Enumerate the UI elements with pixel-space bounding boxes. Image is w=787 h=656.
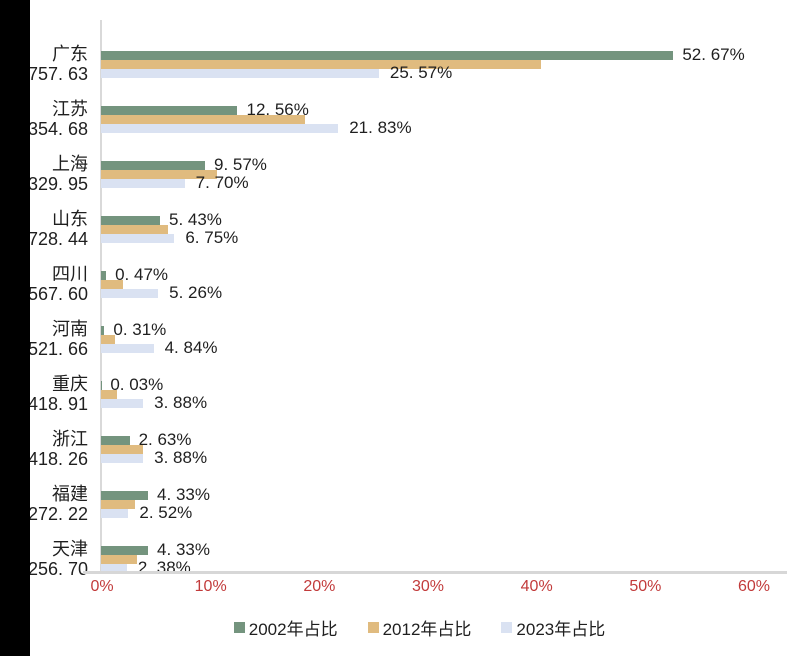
category-name: 江苏 <box>52 99 88 119</box>
bar-2012 <box>101 500 135 509</box>
category-name: 广东 <box>52 44 88 64</box>
legend-label: 2002年占比 <box>248 620 338 639</box>
bar-2002 <box>101 216 160 225</box>
bar-2023 <box>101 179 185 188</box>
left-black-strip <box>0 0 30 656</box>
category-label: 上海 329. 95 <box>0 154 88 194</box>
category-value: 567. 60 <box>27 284 88 304</box>
x-axis-tick: 0% <box>90 578 114 595</box>
category-value: 521. 66 <box>27 339 88 359</box>
bar-2012 <box>101 390 118 399</box>
category-label: 福建 272. 22 <box>0 484 88 524</box>
category-label: 广东 757. 63 <box>0 44 88 84</box>
x-axis-tick: 30% <box>411 578 445 595</box>
x-axis-tick: 50% <box>629 578 662 595</box>
category-value: 272. 22 <box>27 504 88 524</box>
category-label: 浙江 418. 26 <box>0 429 88 469</box>
bar-2002 <box>101 436 130 445</box>
value-label-2023: 7. 70% <box>195 173 249 192</box>
legend-item: 2002年占比 <box>233 615 338 640</box>
bar-2023 <box>101 454 144 463</box>
category-value: 418. 26 <box>27 449 88 469</box>
x-axis-tick: 40% <box>520 578 553 595</box>
value-label-2023: 6. 75% <box>185 228 239 247</box>
legend-item: 2012年占比 <box>367 615 472 640</box>
value-label-2002: 9. 57% <box>213 155 267 174</box>
bar-2012 <box>101 115 306 124</box>
category-value: 329. 95 <box>27 174 88 194</box>
bar-2002 <box>101 546 149 555</box>
bar-2023 <box>101 509 129 518</box>
bar-2012 <box>101 280 123 289</box>
legend-item: 2023年占比 <box>501 615 605 640</box>
legend-label: 2023年占比 <box>516 620 606 639</box>
bar-2002 <box>101 106 238 115</box>
x-axis-tick: 10% <box>194 578 227 595</box>
value-label-2023: 3. 88% <box>154 393 208 412</box>
category-label: 江苏 354. 68 <box>0 99 88 139</box>
bar-2023 <box>101 234 175 243</box>
legend-swatch <box>367 622 379 633</box>
bar-2012 <box>101 60 542 69</box>
category-value: 418. 91 <box>27 394 88 414</box>
value-label-2002: 4. 33% <box>157 485 210 504</box>
category-value: 354. 68 <box>27 119 88 139</box>
category-label: 四川 567. 60 <box>0 264 88 304</box>
category-label: 山东 728. 44 <box>0 209 88 249</box>
bar-2002 <box>101 161 205 170</box>
value-label-2023: 25. 57% <box>389 63 453 82</box>
value-label-2023: 4. 84% <box>164 338 218 357</box>
legend-label: 2012年占比 <box>382 620 472 639</box>
legend: 2002年占比 2012年占比 2023年占比 <box>0 615 787 640</box>
category-name: 上海 <box>52 154 88 174</box>
category-label: 重庆 418. 91 <box>0 374 88 414</box>
category-value: 728. 44 <box>27 229 88 249</box>
bar-2023 <box>101 564 127 573</box>
value-label-2023: 5. 26% <box>169 283 223 302</box>
value-label-2023: 2. 38% <box>137 558 191 577</box>
value-label-2023: 21. 83% <box>349 118 412 137</box>
category-name: 山东 <box>52 209 88 229</box>
category-value: 757. 63 <box>27 64 88 84</box>
x-axis-tick: 60% <box>737 578 771 595</box>
value-label-2002: 0. 03% <box>110 375 164 394</box>
value-label-2002: 4. 33% <box>157 540 210 559</box>
category-label: 天津 256. 70 <box>0 539 88 579</box>
value-label-2002: 52. 67% <box>682 45 745 64</box>
bar-2002 <box>101 326 105 335</box>
legend-swatch <box>501 622 513 633</box>
value-label-2002: 5. 43% <box>169 210 222 229</box>
bar-2002 <box>101 51 674 60</box>
value-label-2002: 2. 63% <box>138 430 192 449</box>
category-name: 天津 <box>52 539 88 559</box>
bar-2023 <box>101 289 159 298</box>
bar-2023 <box>101 399 144 408</box>
bar-2023 <box>101 124 339 133</box>
x-axis-line <box>83 571 787 574</box>
value-label-2023: 2. 52% <box>139 503 193 522</box>
value-label-2002: 0. 47% <box>115 265 169 284</box>
legend-swatch <box>233 622 245 633</box>
bar-2002 <box>101 491 149 500</box>
category-name: 河南 <box>52 319 88 339</box>
category-name: 重庆 <box>52 374 88 394</box>
value-label-2002: 0. 31% <box>113 320 167 339</box>
value-label-2023: 3. 88% <box>154 448 208 467</box>
bar-2012 <box>101 445 144 454</box>
bar-2012 <box>101 170 218 179</box>
bar-2002 <box>101 271 107 280</box>
bar-2012 <box>101 335 116 344</box>
bar-2023 <box>101 69 379 78</box>
value-label-2002: 12. 56% <box>246 100 309 119</box>
bar-2012 <box>101 225 169 234</box>
bar-2012 <box>101 555 137 564</box>
category-name: 浙江 <box>52 429 88 449</box>
category-name: 福建 <box>52 484 88 504</box>
x-axis-tick: 20% <box>303 578 336 595</box>
category-label: 河南 521. 66 <box>0 319 88 359</box>
category-value: 256. 70 <box>27 559 88 579</box>
bar-2023 <box>101 344 154 353</box>
category-name: 四川 <box>52 264 88 284</box>
